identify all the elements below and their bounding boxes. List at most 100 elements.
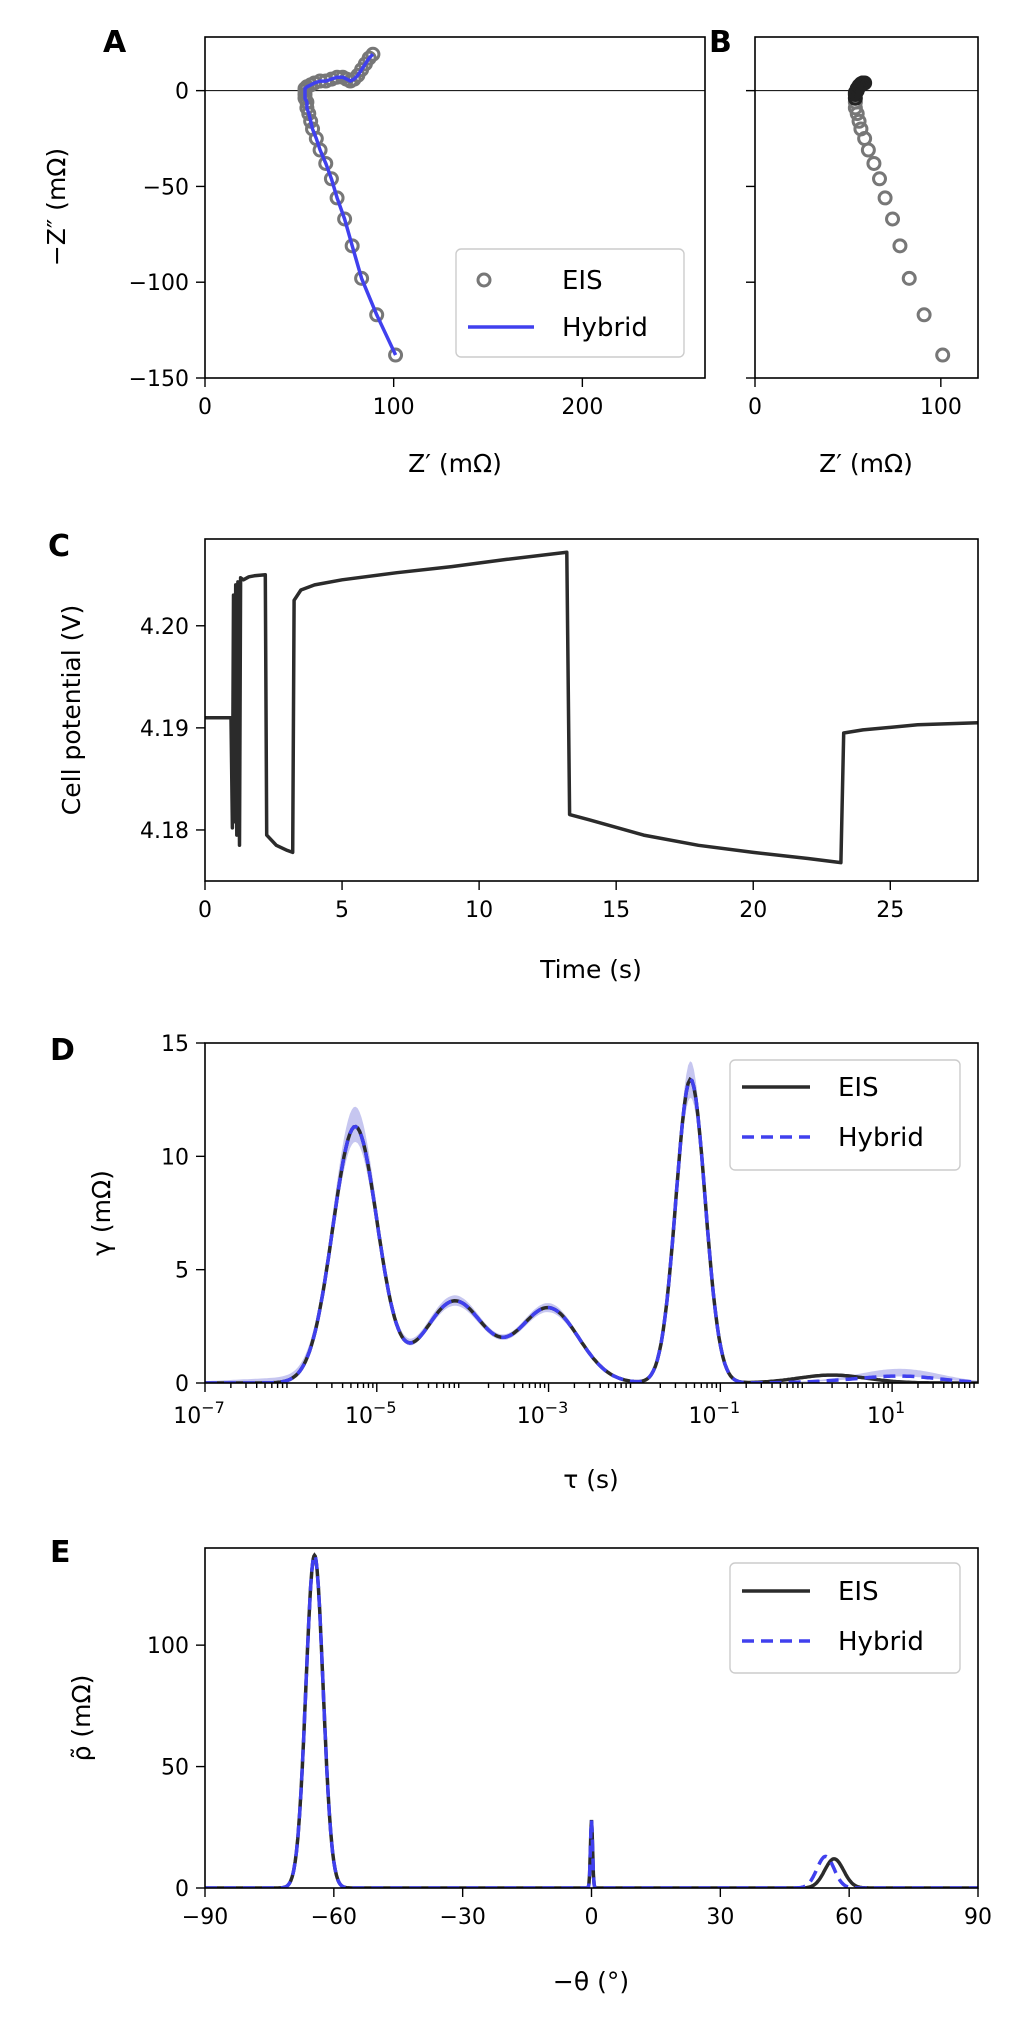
- panel-letter-e: E: [50, 1535, 71, 1570]
- panel-letter-d: D: [50, 1033, 75, 1068]
- panel-e-y-tick-label-1: 50: [161, 1756, 189, 1781]
- panel-d-axes-frame: [204, 1042, 979, 1384]
- panel-d-y-tick-label-2: 10: [161, 1145, 189, 1170]
- panel-c-y-axis-label: Cell potential (V): [57, 605, 86, 815]
- panel-b-nyquist-plot: 0 100 Z′ (mΩ): [746, 36, 979, 478]
- panel-c-y-tick-label-1: 4.19: [140, 717, 189, 742]
- panel-e-hybrid-line: [205, 1552, 978, 1888]
- panel-a-marks: [205, 46, 705, 363]
- panel-c-x-tick-label-1: 5: [335, 898, 349, 923]
- panel-c-x-tick-label-3: 15: [602, 898, 630, 923]
- panel-a-eis-point-0: [388, 347, 404, 363]
- panel-d-x-tick-label-4: 101: [867, 1398, 905, 1429]
- panel-e-y-tick-label-2: 100: [147, 1634, 189, 1659]
- panel-b-x-tick-label-1: 100: [920, 395, 962, 420]
- panel-d-x-axis-label: τ (s): [563, 1465, 619, 1494]
- panel-letter-b: B: [709, 25, 732, 60]
- panel-e-legend-hybrid-label: Hybrid: [838, 1627, 924, 1657]
- panel-c-x-tick-label-5: 25: [876, 898, 904, 923]
- panel-b-eis-point-3: [892, 238, 908, 254]
- panel-e-rho-plot: −90 −60 −30 0 30 60 90 0 50 100 −θ (°) ρ̃ (mΩ) EI…: [67, 1547, 992, 1996]
- panel-b-eis-point-1: [916, 307, 932, 323]
- panel-e-x-tick-label-0: −90: [182, 1905, 228, 1930]
- panel-d-x-tick-label-3: 10−1: [689, 1398, 741, 1429]
- panel-c-ticks: 0 5 10 15 20 25 4.18 4.19 4.20: [140, 615, 904, 923]
- panel-b-axes-frame: [754, 36, 979, 379]
- panel-b-x-tick-label-0: 0: [748, 395, 762, 420]
- panel-e-x-tick-label-3: 0: [585, 1905, 599, 1930]
- panel-b-eis-point-4: [885, 211, 901, 227]
- panel-b-eis-point-10: [853, 121, 869, 137]
- panel-b-eis-point-2: [901, 270, 917, 286]
- panel-d-y-tick-label-1: 5: [175, 1259, 189, 1284]
- panel-e-ticks: −90 −60 −30 0 30 60 90 0 50 100: [147, 1634, 992, 1930]
- panel-b-eis-point-11: [851, 113, 867, 129]
- panel-c-y-tick-label-2: 4.20: [140, 615, 189, 640]
- panel-a-y-tick-label-1: −50: [143, 175, 189, 200]
- panel-e-marks: [205, 1552, 978, 1888]
- panel-d-hybrid-line: [205, 1076, 978, 1383]
- panel-c-axes-frame: [204, 538, 979, 882]
- panel-a-nyquist-plot: 0 100 200 0 −50 −100 −150 Z′ (mΩ) −Z″ (mΩ) EIS…: [42, 36, 706, 478]
- panel-a-hybrid-line: [303, 52, 398, 356]
- panel-d-drt-plot: 10−7 10−5 10−3 10−1 101 0 5 10 15 τ (s) γ (mΩ) E…: [87, 1032, 979, 1494]
- panel-a-ticks: 0 100 200 0 −50 −100 −150: [129, 80, 604, 420]
- panel-c-y-tick-label-0: 4.18: [140, 819, 189, 844]
- panel-e-x-tick-label-6: 90: [964, 1905, 992, 1930]
- panel-a-eis-point-33: [361, 50, 377, 66]
- panel-e-x-tick-label-5: 60: [835, 1905, 863, 1930]
- panel-a-y-tick-label-0: 0: [175, 80, 189, 105]
- panel-b-eis-point-6: [872, 171, 888, 187]
- panel-a-legend: EIS Hybrid: [455, 248, 685, 358]
- panel-e-legend-eis-label: EIS: [838, 1577, 879, 1607]
- panel-d-legend-eis-label: EIS: [838, 1073, 879, 1103]
- panel-c-x-axis-label: Time (s): [539, 955, 642, 984]
- panel-a-x-tick-label-2: 200: [561, 395, 603, 420]
- panel-b-eis-point-7: [866, 155, 882, 171]
- panel-d-x-tick-label-1: 10−5: [345, 1398, 397, 1429]
- panel-a-x-tick-label-0: 0: [198, 395, 212, 420]
- panel-b-ticks: 0 100: [746, 89, 962, 420]
- panel-d-legend: EIS Hybrid: [729, 1059, 961, 1171]
- panel-a-eis-point-34: [365, 46, 381, 62]
- panel-b-eis-point-5: [877, 190, 893, 206]
- panel-d-x-tick-label-2: 10−3: [517, 1398, 569, 1429]
- panel-e-legend: EIS Hybrid: [729, 1562, 961, 1674]
- panel-d-y-axis-label: γ (mΩ): [87, 1170, 116, 1256]
- panel-c-marks: [205, 550, 978, 865]
- panel-e-x-axis-label: −θ (°): [553, 1967, 629, 1996]
- panel-a-y-axis-label: −Z″ (mΩ): [42, 148, 71, 266]
- panel-b-eis-point-26: [857, 75, 873, 91]
- panel-d-x-tick-label-0: 10−7: [173, 1398, 225, 1429]
- panel-d-y-tick-label-0: 0: [175, 1372, 189, 1397]
- panel-a-y-tick-label-2: −100: [129, 271, 189, 296]
- panel-d-y-tick-label-3: 15: [161, 1032, 189, 1057]
- panel-b-x-axis-label: Z′ (mΩ): [819, 449, 913, 478]
- panel-b-marks: [755, 75, 978, 363]
- panel-a-eis-point-7: [318, 155, 334, 171]
- panel-a-legend-eis-label: EIS: [562, 266, 603, 296]
- panel-a-legend-hybrid-label: Hybrid: [562, 313, 648, 343]
- panel-d-ticks: 10−7 10−5 10−3 10−1 101 0 5 10 15: [161, 1032, 975, 1429]
- panel-letter-c: C: [48, 529, 70, 564]
- panel-d-legend-hybrid-label: Hybrid: [838, 1123, 924, 1153]
- panel-d-marks: [205, 1061, 978, 1383]
- panel-c-voltage-plot: 0 5 10 15 20 25 4.18 4.19 4.20 Time (s) Cell pot…: [57, 538, 979, 984]
- panel-c-x-tick-label-0: 0: [198, 898, 212, 923]
- panel-a-legend-eis-marker: [476, 272, 492, 288]
- panel-a-eis-point-1: [369, 307, 385, 323]
- panel-letter-a: A: [103, 25, 127, 60]
- panel-a-y-tick-label-3: −150: [129, 367, 189, 392]
- panel-c-x-tick-label-2: 10: [465, 898, 493, 923]
- panel-a-x-tick-label-1: 100: [373, 395, 415, 420]
- panel-e-x-tick-label-1: −60: [311, 1905, 357, 1930]
- panel-c-x-tick-label-4: 20: [739, 898, 767, 923]
- panel-a-axes-frame: [204, 36, 706, 379]
- panel-c-potential-line: [205, 550, 978, 865]
- panel-e-y-tick-label-0: 0: [175, 1877, 189, 1902]
- panel-e-x-tick-label-4: 30: [706, 1905, 734, 1930]
- panel-b-eis-point-0: [935, 347, 951, 363]
- panel-e-x-tick-label-2: −30: [439, 1905, 485, 1930]
- panel-a-x-axis-label: Z′ (mΩ): [408, 449, 502, 478]
